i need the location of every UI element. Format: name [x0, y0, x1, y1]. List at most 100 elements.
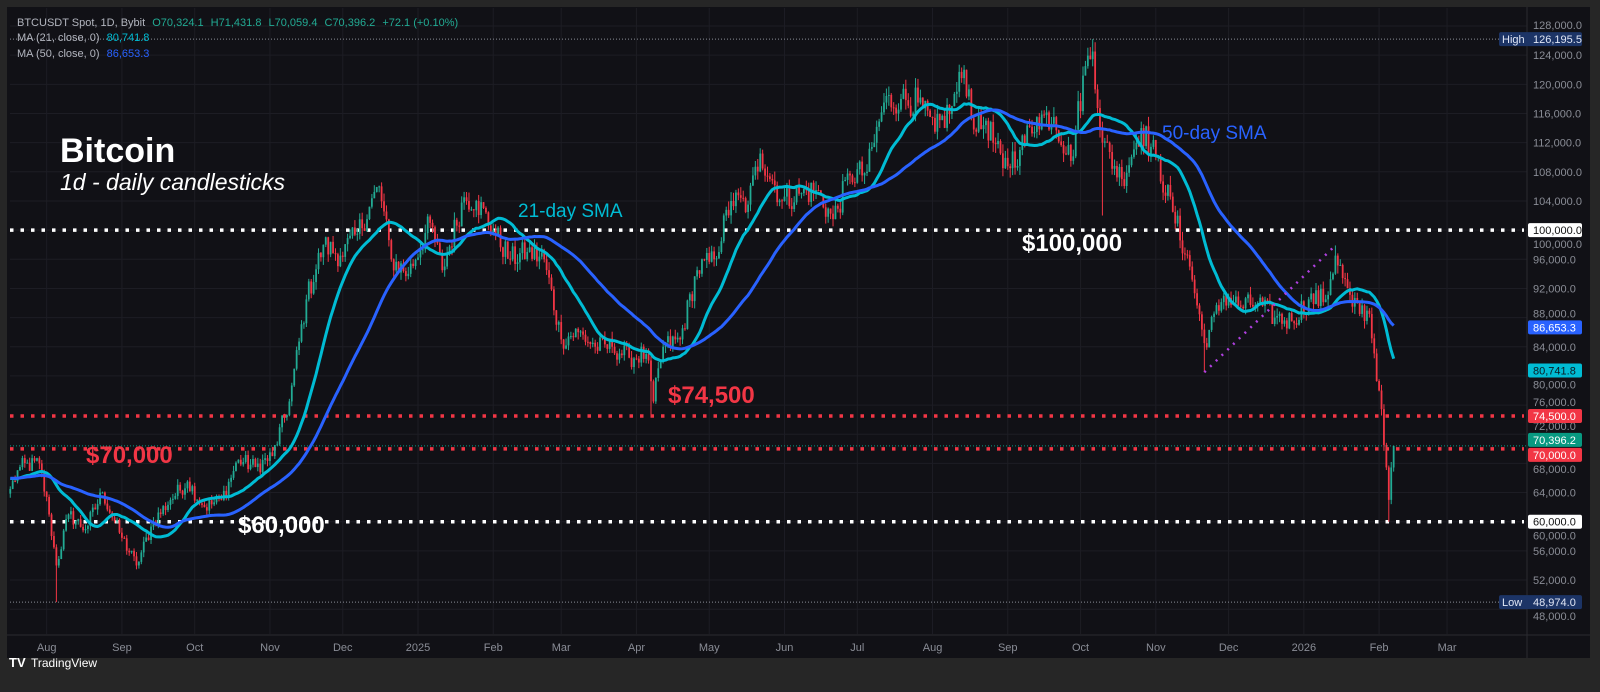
candle-body — [742, 197, 745, 199]
candle-body — [159, 512, 162, 514]
candle-body — [1031, 126, 1033, 134]
candle-body — [754, 166, 757, 176]
candle-body — [739, 195, 742, 198]
candle-body — [977, 114, 980, 132]
candle-body — [713, 251, 715, 260]
level-badge: 74,500.0 — [1533, 411, 1576, 423]
candle-body — [113, 517, 116, 522]
candle-body — [293, 368, 296, 386]
candle-body — [1152, 140, 1155, 147]
candle-body — [577, 328, 580, 333]
tradingview-logo-icon: TV — [9, 655, 26, 670]
candle-body — [271, 452, 274, 457]
time-tick-label: Oct — [186, 642, 203, 654]
candle-body — [829, 208, 832, 214]
ma50-legend[interactable]: MA (50, close, 0) 86,653.3 — [17, 48, 149, 60]
candle-body — [465, 197, 468, 201]
candle-body — [836, 205, 839, 209]
time-tick-label: May — [699, 642, 720, 654]
candle-body — [868, 148, 871, 172]
candle-body — [1099, 108, 1101, 129]
candle-body — [1273, 317, 1276, 324]
candle-body — [188, 481, 191, 492]
level-badge: 100,000.0 — [1533, 225, 1582, 237]
candle-body — [1072, 156, 1075, 161]
candle-body — [1113, 165, 1116, 169]
candle-body — [834, 205, 837, 220]
candle-body — [560, 322, 563, 340]
candle-body — [509, 258, 512, 260]
candle-body — [436, 241, 439, 244]
candle-body — [545, 259, 548, 271]
candle-body — [752, 175, 754, 186]
time-tick-label: Feb — [1370, 642, 1389, 654]
candle-body — [463, 197, 466, 203]
candle-body — [1288, 313, 1291, 329]
candle-body — [781, 200, 783, 202]
candle-body — [375, 187, 378, 192]
candle-body — [40, 463, 43, 473]
candle-body — [880, 112, 883, 122]
tradingview-logo[interactable]: TV TradingView — [9, 655, 97, 670]
candle-body — [756, 166, 759, 172]
candle-body — [1159, 156, 1162, 182]
candle-body — [744, 198, 747, 213]
candle-body — [1154, 140, 1157, 158]
level-badge-bg — [1528, 223, 1582, 238]
candle-body — [1307, 299, 1310, 314]
candle-body — [562, 339, 565, 349]
candle-body — [1349, 288, 1351, 295]
candle-body — [613, 346, 616, 354]
level-badge-bg — [1528, 447, 1582, 462]
price-axis[interactable]: 128,000.0 124,000.0 120,000.0 116,000.0 112,… — [1533, 20, 1582, 623]
price-tick-label: 84,000.0 — [1533, 342, 1576, 354]
candle-body — [1317, 290, 1320, 306]
candle-body — [931, 116, 934, 118]
candle-body — [65, 518, 67, 531]
price-badge: 80,741.8 — [1533, 366, 1576, 378]
candle-body — [290, 385, 293, 402]
candle-body — [516, 262, 519, 264]
candle-body — [1261, 297, 1264, 306]
time-tick-label: Apr — [628, 642, 645, 654]
candle-body — [358, 219, 361, 234]
candle-body — [356, 233, 359, 235]
time-axis[interactable]: Aug Sep Oct Nov Dec 2025 Feb Mar Apr May Jun Jul Aug… — [37, 642, 1457, 654]
candle-body — [244, 454, 247, 463]
candle-body — [351, 227, 354, 236]
price-tick-label: 48,000.0 — [1533, 611, 1576, 623]
candle-body — [1222, 295, 1225, 303]
candle-body — [378, 186, 381, 188]
candle-body — [196, 499, 199, 501]
candle-body — [1281, 313, 1283, 324]
extreme-label: Low — [1502, 597, 1522, 609]
candle-body — [1162, 181, 1164, 193]
time-tick-label: Nov — [260, 642, 280, 654]
candle-body — [987, 120, 990, 141]
price-tick-label: 120,000.0 — [1533, 79, 1582, 91]
candle-body — [203, 504, 206, 508]
candle-body — [1358, 302, 1361, 314]
candle-body — [1023, 135, 1026, 144]
candle-body — [1096, 89, 1099, 109]
candle-body — [824, 207, 827, 217]
candle-body — [883, 102, 885, 113]
candle-body — [941, 115, 944, 121]
candle-body — [205, 507, 208, 511]
candle-body — [1040, 114, 1043, 130]
ma21-legend[interactable]: MA (21, close, 0) 80,741.8 — [17, 32, 149, 44]
candle-body — [788, 188, 791, 207]
candle-body — [1052, 117, 1055, 124]
candle-body — [919, 97, 922, 103]
candle-body — [232, 471, 235, 478]
candle-body — [1101, 128, 1104, 143]
candle-body — [446, 254, 449, 267]
candle-body — [1392, 445, 1395, 468]
candle-body — [895, 107, 898, 114]
candle-body — [929, 110, 931, 117]
candle-body — [426, 216, 429, 234]
candle-body — [332, 241, 334, 254]
candle-body — [1128, 165, 1131, 173]
price-badges: High 126,195.5 100,000.0 86,653.3 80,741.8 74… — [1499, 32, 1582, 610]
candle-body — [363, 228, 366, 231]
